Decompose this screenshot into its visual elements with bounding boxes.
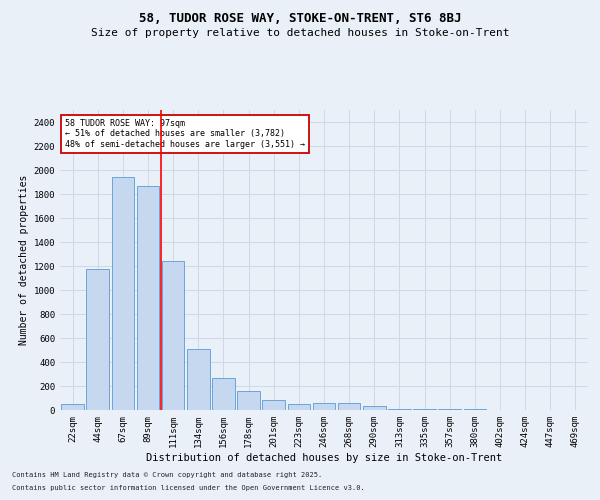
Bar bbox=[237, 391, 260, 410]
Bar bbox=[137, 186, 160, 410]
Bar bbox=[363, 406, 386, 410]
Bar bbox=[61, 404, 84, 410]
X-axis label: Distribution of detached houses by size in Stoke-on-Trent: Distribution of detached houses by size … bbox=[146, 452, 502, 462]
Bar bbox=[287, 404, 310, 410]
Bar bbox=[162, 261, 184, 410]
Text: 58 TUDOR ROSE WAY: 97sqm
← 51% of detached houses are smaller (3,782)
48% of sem: 58 TUDOR ROSE WAY: 97sqm ← 51% of detach… bbox=[65, 119, 305, 149]
Bar bbox=[262, 400, 285, 410]
Text: Contains public sector information licensed under the Open Government Licence v3: Contains public sector information licen… bbox=[12, 485, 365, 491]
Text: Size of property relative to detached houses in Stoke-on-Trent: Size of property relative to detached ho… bbox=[91, 28, 509, 38]
Bar bbox=[388, 409, 411, 410]
Bar bbox=[112, 177, 134, 410]
Text: 58, TUDOR ROSE WAY, STOKE-ON-TRENT, ST6 8BJ: 58, TUDOR ROSE WAY, STOKE-ON-TRENT, ST6 … bbox=[139, 12, 461, 26]
Bar bbox=[187, 349, 209, 410]
Text: Contains HM Land Registry data © Crown copyright and database right 2025.: Contains HM Land Registry data © Crown c… bbox=[12, 472, 322, 478]
Y-axis label: Number of detached properties: Number of detached properties bbox=[19, 175, 29, 345]
Bar bbox=[338, 403, 361, 410]
Bar bbox=[212, 378, 235, 410]
Bar bbox=[313, 403, 335, 410]
Bar bbox=[86, 269, 109, 410]
